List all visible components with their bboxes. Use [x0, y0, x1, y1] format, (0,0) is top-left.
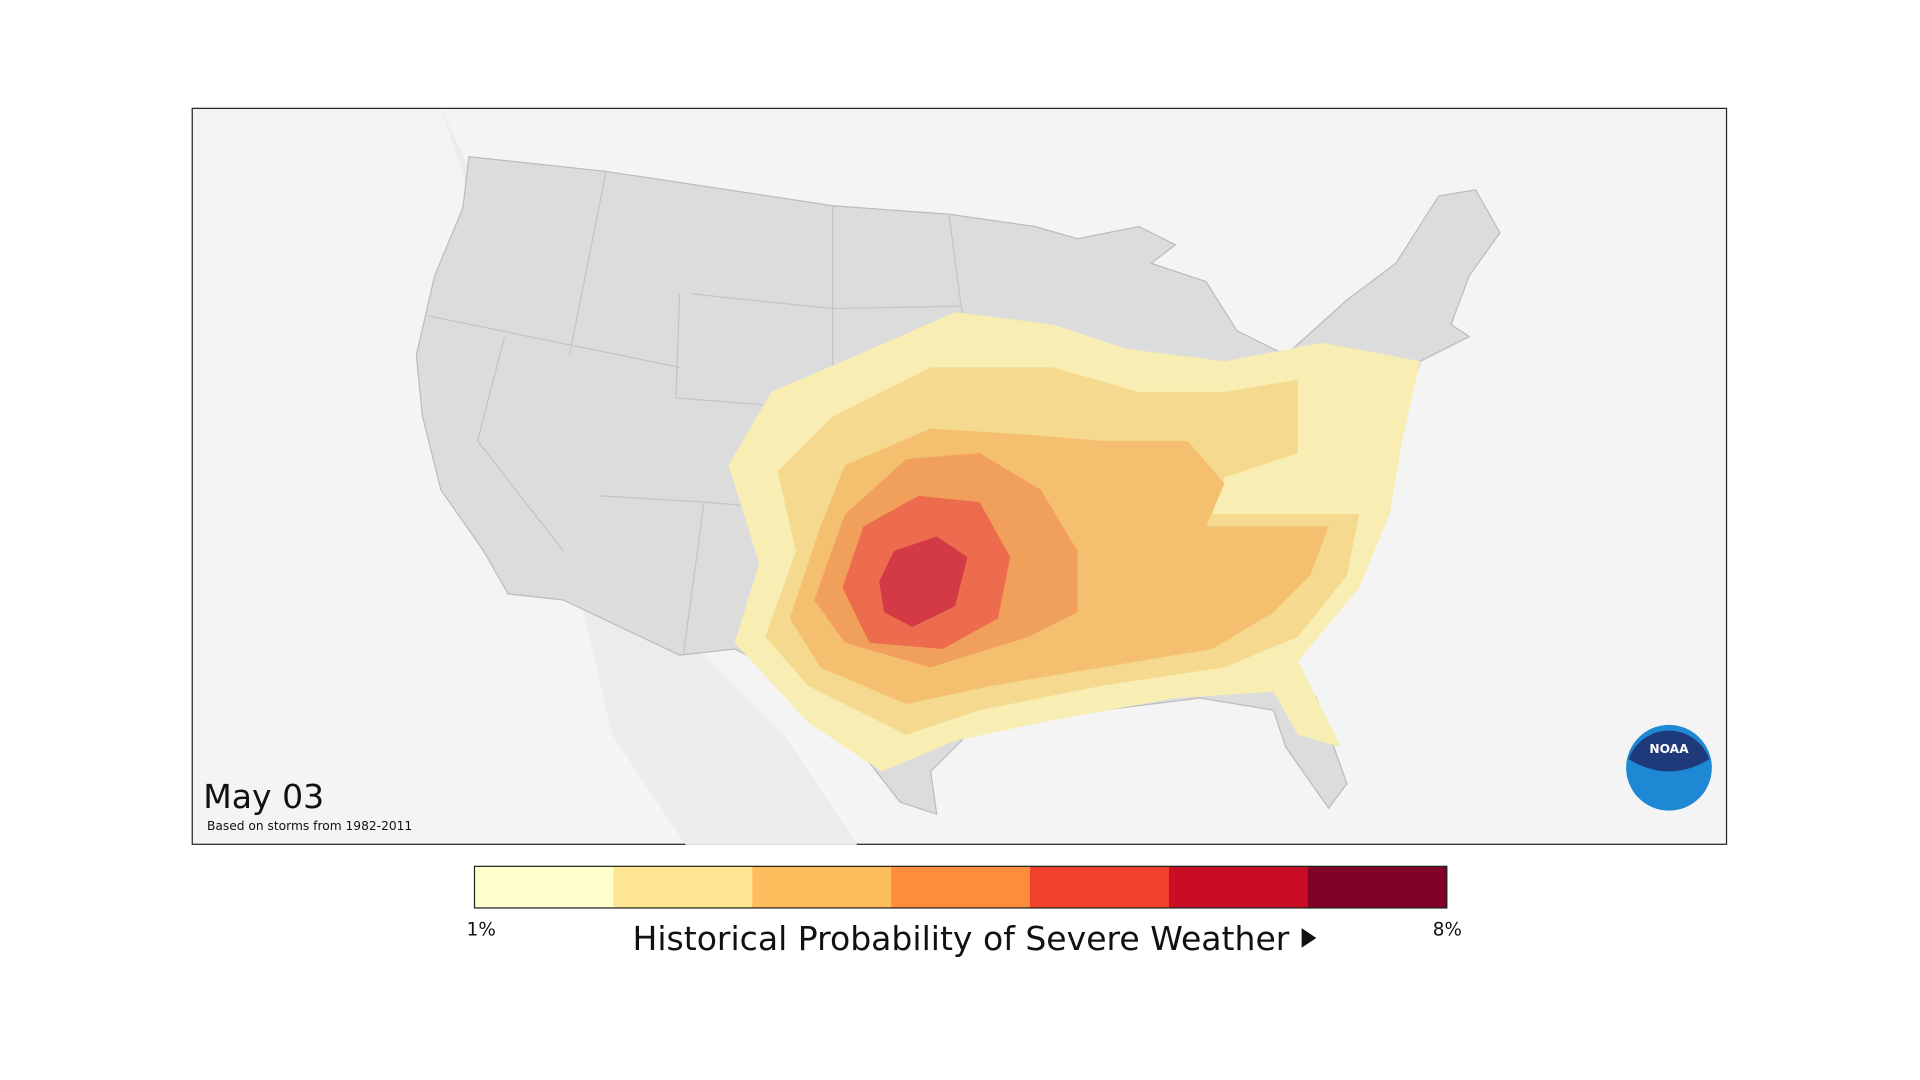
noaa-logo: NOAA	[1626, 724, 1712, 811]
legend-max: 8%	[1433, 920, 1462, 941]
legend-swatch	[1168, 866, 1309, 908]
legend-title: Historical Probability of Severe Weather	[632, 919, 1289, 958]
legend-frame	[473, 865, 1448, 909]
legend-swatch	[1307, 866, 1448, 908]
map-date: May 03	[203, 777, 324, 816]
legend-min: 1%	[467, 920, 496, 941]
terrain-shade	[440, 107, 858, 845]
legend-bar	[474, 866, 1448, 908]
legend-arrow	[1301, 928, 1317, 948]
legend-swatch	[1030, 866, 1170, 908]
legend-swatch	[752, 866, 892, 908]
probability-contours	[728, 312, 1421, 772]
logo-text: NOAA	[1649, 742, 1689, 756]
legend-swatch	[474, 866, 614, 908]
map-note: Based on storms from 1982-2011	[207, 819, 412, 833]
legend-swatch	[891, 866, 1031, 908]
legend-swatch	[613, 866, 753, 908]
